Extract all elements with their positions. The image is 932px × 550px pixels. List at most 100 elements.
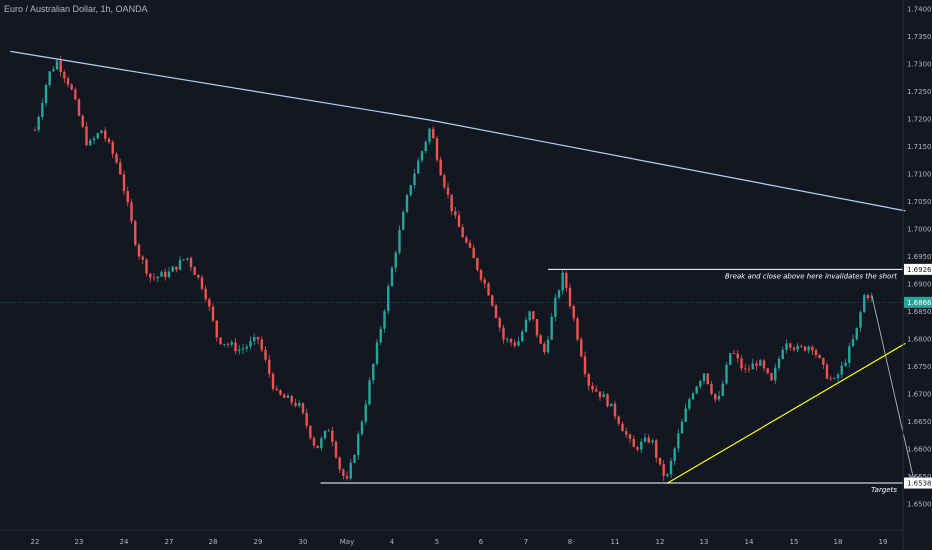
candle <box>327 428 330 432</box>
chart-title: Euro / Australian Dollar, 1h, OANDA <box>4 4 148 14</box>
candle <box>811 345 814 356</box>
candle <box>290 394 293 406</box>
x-tick-label: 23 <box>75 538 84 546</box>
target-price-badge: 1.65381 <box>904 477 932 489</box>
candle <box>260 336 263 352</box>
candle <box>710 381 713 396</box>
svg-text:1.69266: 1.69266 <box>907 266 932 274</box>
candle <box>461 223 464 238</box>
candle <box>111 139 114 159</box>
candle <box>345 471 349 481</box>
candle <box>557 288 561 300</box>
candle <box>774 363 777 385</box>
y-tick-label: 1.67500 <box>907 363 932 371</box>
candle <box>789 342 792 351</box>
candle <box>104 127 107 142</box>
candle <box>249 336 252 350</box>
candle <box>149 273 152 283</box>
candle <box>680 418 684 434</box>
candle <box>651 438 654 445</box>
y-tick-label: 1.68500 <box>907 308 932 316</box>
candle <box>428 127 431 145</box>
candle <box>506 337 509 344</box>
candle <box>77 97 81 117</box>
candle <box>81 114 84 129</box>
y-tick-label: 1.65000 <box>907 501 932 509</box>
candle <box>92 136 96 145</box>
candle <box>677 429 680 453</box>
y-tick-label: 1.73500 <box>907 33 932 41</box>
y-tick-label: 1.67000 <box>907 391 932 399</box>
candle <box>695 385 698 395</box>
candle <box>721 380 724 397</box>
candle <box>334 439 338 459</box>
candle <box>513 339 516 348</box>
candle <box>803 345 807 352</box>
candle <box>66 76 70 88</box>
candle <box>595 385 598 392</box>
candle <box>457 210 461 228</box>
candle <box>33 127 37 131</box>
candle <box>450 194 453 216</box>
candle <box>215 320 218 342</box>
candle <box>583 351 587 378</box>
candle <box>591 382 594 393</box>
y-tick-label: 1.70500 <box>907 198 932 206</box>
candle <box>714 393 717 403</box>
y-axis: 1.74000 1.73500 1.73000 1.72500 1.72000 1.715… <box>902 0 932 550</box>
x-tick-label: 13 <box>700 538 709 546</box>
candle <box>814 348 818 359</box>
invalidation-annotation: Break and close above here invalidates t… <box>725 272 897 280</box>
candle <box>673 446 676 465</box>
candle <box>863 293 866 313</box>
candle <box>613 400 617 420</box>
candle <box>119 158 122 175</box>
candle <box>669 458 673 479</box>
candle <box>178 255 182 271</box>
x-tick-label: 12 <box>656 538 665 546</box>
candle <box>732 349 736 355</box>
candle <box>532 310 535 321</box>
candle <box>360 419 364 436</box>
candle <box>662 460 665 481</box>
candle <box>836 372 840 382</box>
candle <box>134 219 137 247</box>
y-tick-label: 1.70000 <box>907 226 932 234</box>
candle <box>398 225 401 255</box>
candle <box>822 357 825 369</box>
candle <box>781 346 784 360</box>
x-tick-label: 11 <box>611 538 620 546</box>
current-price-badge: 1.68666 <box>904 296 932 308</box>
candle <box>338 456 341 474</box>
candle <box>320 436 323 451</box>
candle <box>762 359 766 372</box>
y-tick-label: 1.72000 <box>907 116 932 124</box>
candle <box>107 137 111 145</box>
candle <box>156 276 159 282</box>
y-tick-label: 1.74000 <box>907 6 932 14</box>
projection-arrow <box>871 294 915 483</box>
candle <box>279 389 282 396</box>
candle <box>394 250 397 273</box>
candle <box>483 277 486 289</box>
candle <box>37 114 40 133</box>
candle <box>390 266 394 287</box>
candle <box>602 390 605 398</box>
candle <box>379 326 382 346</box>
candle <box>349 458 352 481</box>
candle <box>855 327 858 341</box>
candle <box>528 310 531 323</box>
candle <box>844 359 847 367</box>
candle <box>141 255 144 265</box>
candle <box>568 283 572 309</box>
candle <box>777 356 781 372</box>
candle <box>253 333 256 346</box>
candle <box>610 403 613 407</box>
candle <box>353 454 356 464</box>
candle <box>70 83 73 91</box>
candle <box>688 396 691 411</box>
candle <box>535 319 539 338</box>
candle <box>63 69 66 84</box>
candle <box>487 281 490 296</box>
